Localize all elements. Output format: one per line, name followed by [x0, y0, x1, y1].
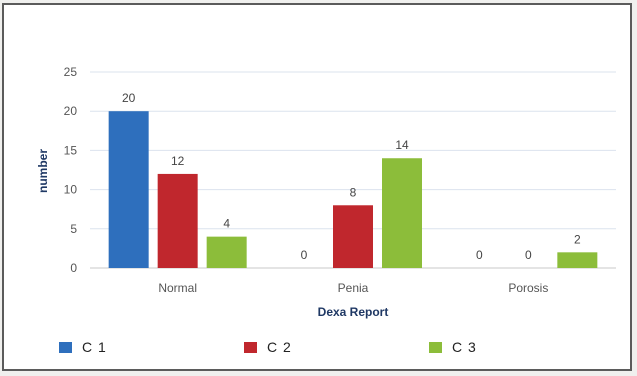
x-axis-title: Dexa Report: [318, 305, 389, 319]
data-label: 4: [223, 217, 230, 231]
bar: [157, 173, 198, 268]
legend-label: C 1: [82, 339, 107, 355]
data-label: 0: [525, 248, 532, 262]
chart-frame: 0 5 10 15 20 25 20 12 4 0 8 14 0 0 2 Normal Penia Poros…: [2, 3, 632, 371]
legend-swatch: [244, 341, 257, 353]
x-category-label: Penia: [338, 281, 369, 295]
legend-swatch: [59, 341, 72, 353]
x-category-label: Normal: [158, 281, 197, 295]
data-label: 2: [574, 232, 581, 246]
y-tick-label: 0: [70, 261, 77, 275]
legend-item: C 2: [244, 339, 292, 355]
data-label: 20: [122, 91, 136, 105]
data-label: 0: [301, 248, 308, 262]
bar: [333, 205, 373, 268]
category-labels: Normal Penia Porosis: [158, 281, 548, 295]
y-tick-label: 5: [70, 222, 77, 236]
legend-swatch: [429, 341, 442, 353]
legend: C 1 C 2 C 3: [4, 339, 634, 369]
legend-label: C 3: [452, 339, 477, 355]
legend-item: C 1: [59, 339, 107, 355]
y-tick-label: 20: [64, 104, 78, 118]
y-tick-label: 15: [64, 143, 78, 157]
data-label: 8: [350, 185, 357, 199]
data-label: 0: [476, 248, 483, 262]
bar: [557, 252, 598, 268]
data-label: 12: [171, 154, 185, 168]
y-tick-labels: 0 5 10 15 20 25: [64, 65, 78, 275]
y-tick-label: 10: [64, 183, 78, 197]
legend-item: C 3: [429, 339, 477, 355]
y-tick-label: 25: [64, 65, 78, 79]
y-axis-title: number: [36, 149, 50, 193]
legend-label: C 2: [267, 339, 292, 355]
chart-plot: 0 5 10 15 20 25 20 12 4 0 8 14 0 0 2 Normal Penia Poros…: [36, 65, 616, 319]
data-label: 14: [395, 138, 409, 152]
bar: [206, 236, 247, 268]
bars: [108, 111, 598, 268]
bar: [382, 158, 422, 268]
data-labels: 20 12 4 0 8 14 0 0 2: [122, 91, 581, 262]
x-category-label: Porosis: [508, 281, 548, 295]
bar: [108, 111, 149, 268]
